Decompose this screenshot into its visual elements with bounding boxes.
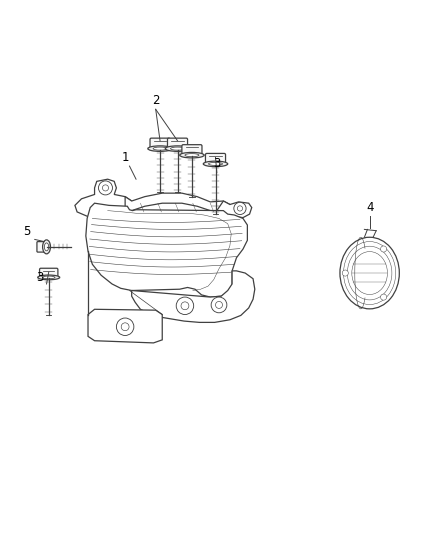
Text: 3: 3 (213, 157, 220, 171)
FancyBboxPatch shape (39, 268, 58, 277)
Circle shape (181, 302, 189, 310)
Circle shape (381, 294, 387, 300)
Polygon shape (217, 201, 252, 217)
Polygon shape (75, 179, 132, 223)
Ellipse shape (38, 275, 60, 280)
Ellipse shape (208, 163, 223, 165)
Ellipse shape (343, 241, 396, 304)
Polygon shape (88, 309, 162, 343)
Text: 3: 3 (36, 271, 44, 284)
Polygon shape (125, 193, 230, 214)
FancyBboxPatch shape (150, 138, 170, 148)
Ellipse shape (180, 152, 204, 158)
Circle shape (211, 297, 227, 313)
Ellipse shape (352, 252, 388, 295)
Circle shape (102, 185, 109, 191)
Ellipse shape (347, 246, 392, 300)
Text: 2: 2 (152, 94, 159, 107)
Ellipse shape (203, 161, 228, 167)
FancyBboxPatch shape (37, 241, 46, 252)
FancyBboxPatch shape (167, 138, 187, 148)
Circle shape (381, 246, 387, 252)
Ellipse shape (153, 147, 167, 150)
Ellipse shape (170, 147, 184, 150)
Circle shape (176, 297, 194, 314)
Text: 1: 1 (121, 151, 129, 164)
Polygon shape (132, 271, 255, 322)
FancyBboxPatch shape (205, 154, 226, 164)
Text: 5: 5 (23, 225, 31, 238)
Ellipse shape (42, 276, 55, 279)
Ellipse shape (42, 240, 50, 254)
Circle shape (234, 203, 246, 215)
Circle shape (237, 206, 243, 211)
Circle shape (342, 270, 348, 276)
Text: 4: 4 (366, 201, 373, 214)
FancyBboxPatch shape (182, 144, 202, 155)
Circle shape (99, 181, 113, 195)
Ellipse shape (148, 146, 172, 151)
Circle shape (215, 302, 223, 309)
Circle shape (121, 323, 129, 330)
Polygon shape (86, 203, 247, 297)
Ellipse shape (165, 146, 190, 151)
Ellipse shape (340, 237, 399, 309)
Circle shape (117, 318, 134, 335)
Ellipse shape (44, 243, 49, 251)
Ellipse shape (185, 154, 199, 157)
